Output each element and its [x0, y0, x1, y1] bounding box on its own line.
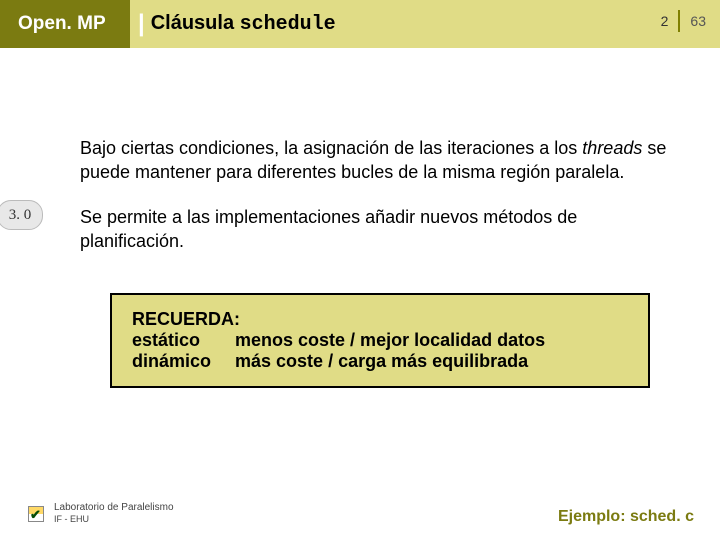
footer-left: ✔ Laboratorio de Paralelismo IF - EHU — [26, 501, 174, 526]
p1-part-a: Bajo ciertas condiciones, la asignación … — [80, 138, 582, 158]
footer-lab-bottom: IF - EHU — [54, 514, 174, 526]
footer-lab-text: Laboratorio de Paralelismo IF - EHU — [54, 501, 174, 526]
header-left-block: Open. MP — [0, 0, 130, 48]
page-total: 63 — [690, 13, 706, 29]
paragraph-2: Se permite a las implementaciones añadir… — [80, 205, 680, 254]
remember-table: estático menos coste / mejor localidad d… — [132, 330, 569, 372]
remember-row-2: dinámico más coste / carga más equilibra… — [132, 351, 569, 372]
header-title-code: schedule — [240, 13, 336, 36]
slide-footer: ✔ Laboratorio de Paralelismo IF - EHU Ej… — [26, 501, 694, 526]
header-title-plain: Cláusula — [151, 12, 240, 34]
remember-r1-right: menos coste / mejor localidad datos — [235, 330, 569, 351]
checkmark-icon: ✔ — [26, 504, 46, 524]
header-separator: | — [138, 10, 151, 38]
header-title: Cláusula schedule — [151, 12, 336, 36]
page-current: 2 — [661, 13, 669, 29]
paragraph-1: Bajo ciertas condiciones, la asignación … — [80, 136, 680, 185]
p1-italic: threads — [582, 138, 642, 158]
remember-r2-right: más coste / carga más equilibrada — [235, 351, 569, 372]
footer-example: Ejemplo: sched. c — [558, 508, 694, 526]
header-right-block: | Cláusula schedule — [130, 0, 720, 48]
page-divider — [678, 10, 680, 32]
footer-lab-top: Laboratorio de Paralelismo — [54, 501, 174, 514]
remember-row-1: estático menos coste / mejor localidad d… — [132, 330, 569, 351]
page-counter: 2 63 — [661, 10, 706, 32]
remember-box: RECUERDA: estático menos coste / mejor l… — [110, 293, 650, 388]
remember-title: RECUERDA: — [132, 309, 628, 330]
remember-r2-left: dinámico — [132, 351, 235, 372]
header-left-text: Open. MP — [18, 13, 106, 35]
slide-header: Open. MP | Cláusula schedule — [0, 0, 720, 48]
slide-content: Bajo ciertas condiciones, la asignación … — [0, 48, 720, 388]
remember-r1-left: estático — [132, 330, 235, 351]
